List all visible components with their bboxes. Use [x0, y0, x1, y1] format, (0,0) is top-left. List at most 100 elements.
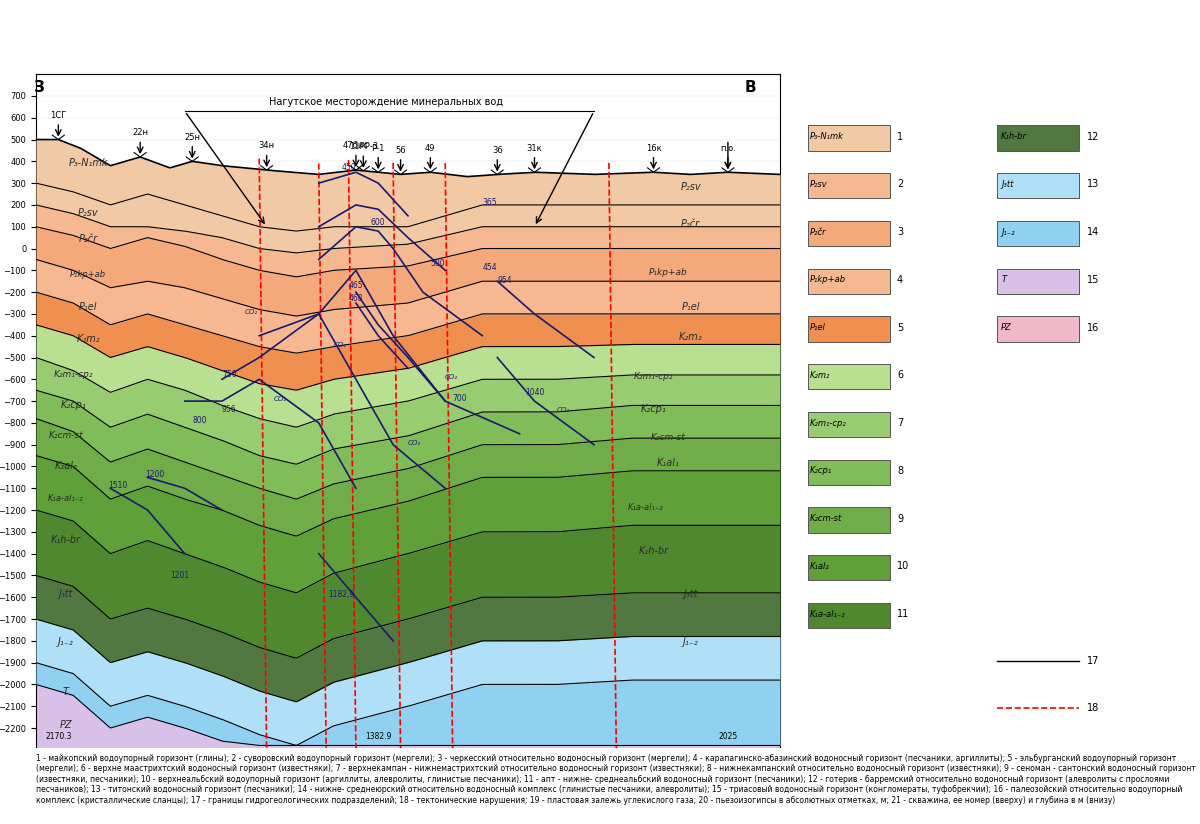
FancyBboxPatch shape [808, 508, 889, 532]
Text: 2170.3: 2170.3 [46, 732, 72, 741]
Text: P₂sv: P₂sv [680, 181, 701, 192]
Text: 4: 4 [898, 275, 904, 285]
Text: 1: 1 [898, 132, 904, 142]
Text: K₁a-al₁₋₂: K₁a-al₁₋₂ [810, 610, 845, 619]
FancyBboxPatch shape [997, 743, 1079, 769]
Text: P₁el: P₁el [79, 302, 97, 311]
FancyBboxPatch shape [997, 316, 1079, 342]
FancyBboxPatch shape [997, 221, 1079, 246]
Text: 750: 750 [222, 370, 236, 379]
Text: K₂m₂: K₂m₂ [77, 335, 100, 344]
Text: J₁₋₂: J₁₋₂ [1001, 227, 1015, 236]
Text: 465: 465 [349, 281, 364, 290]
FancyBboxPatch shape [808, 412, 889, 438]
Text: CO₂: CO₂ [408, 440, 421, 446]
Text: P₁kp+ab: P₁kp+ab [649, 268, 688, 277]
Text: J₃tt: J₃tt [59, 589, 73, 599]
Text: K₂cp₁: K₂cp₁ [810, 466, 832, 475]
Text: CO₂: CO₂ [445, 374, 458, 381]
Text: K₂m₁-cp₂: K₂m₁-cp₂ [634, 372, 673, 382]
Text: 11: 11 [898, 609, 910, 619]
Text: 9: 9 [898, 513, 904, 523]
Text: 1СГ: 1СГ [50, 111, 66, 120]
Text: CO₂: CO₂ [557, 407, 570, 413]
Text: 56: 56 [395, 146, 406, 155]
Text: K₂m₁-cp₂: K₂m₁-cp₂ [810, 419, 846, 428]
Text: K₂cm-st: K₂cm-st [810, 514, 842, 523]
Text: K₂cm-st: K₂cm-st [48, 431, 83, 440]
FancyBboxPatch shape [808, 173, 889, 199]
Text: 19: 19 [1087, 751, 1099, 761]
Text: 12: 12 [1087, 132, 1099, 142]
Text: 36: 36 [492, 146, 503, 155]
Text: K₂cm-st: K₂cm-st [652, 433, 685, 442]
Text: CO₂: CO₂ [245, 309, 258, 315]
FancyBboxPatch shape [808, 125, 889, 151]
Text: 34н: 34н [258, 142, 275, 151]
Text: P₁kp+ab: P₁kp+ab [70, 270, 106, 279]
Text: 49: 49 [425, 143, 436, 152]
Text: 15: 15 [1087, 275, 1099, 285]
Text: J₁₋₂: J₁₋₂ [683, 637, 698, 647]
Text: ·co₂: ·co₂ [1008, 799, 1022, 808]
Text: 1201: 1201 [170, 571, 190, 579]
Text: K₁al₂: K₁al₂ [54, 461, 77, 471]
FancyBboxPatch shape [808, 364, 889, 390]
Text: 600: 600 [371, 218, 385, 227]
Text: P₁el: P₁el [810, 323, 826, 332]
Text: 1 - майкопский водоупорный горизонт (глины); 2 - суворовский водоупорный горизон: 1 - майкопский водоупорный горизонт (гли… [36, 754, 1196, 804]
Text: P₂sv: P₂sv [78, 208, 98, 218]
Text: Р-1: Р-1 [372, 143, 385, 152]
Text: P₁el: P₁el [682, 302, 700, 311]
Text: 16к: 16к [646, 143, 661, 152]
FancyBboxPatch shape [997, 125, 1079, 151]
Text: 8: 8 [898, 466, 904, 476]
FancyBboxPatch shape [997, 173, 1079, 199]
Text: P₂čr: P₂čr [682, 218, 701, 229]
Text: 20: 20 [1087, 798, 1099, 809]
Text: З: З [35, 80, 46, 95]
Text: Рисунок 2.2 - Гидрогеологический разрез по линии I - I Нагутского месторождения : Рисунок 2.2 - Гидрогеологический разрез … [283, 794, 917, 807]
Text: 5: 5 [898, 323, 904, 333]
Text: 2025: 2025 [719, 732, 738, 741]
Text: 47бис: 47бис [343, 142, 368, 151]
FancyBboxPatch shape [808, 555, 889, 580]
Text: P₂sv: P₂sv [810, 180, 827, 189]
Text: P₃-N₁mk: P₃-N₁mk [810, 132, 844, 141]
Text: CO₂: CO₂ [334, 342, 347, 348]
Text: 16: 16 [1087, 323, 1099, 333]
FancyBboxPatch shape [808, 603, 889, 628]
Text: 18: 18 [1087, 703, 1099, 714]
Text: 11РР-3: 11РР-3 [349, 143, 378, 151]
Text: 1382.9: 1382.9 [365, 732, 391, 741]
Text: K₁al₁: K₁al₁ [656, 458, 680, 469]
Text: 3: 3 [898, 227, 904, 237]
Text: P₂čr: P₂čr [78, 234, 97, 244]
FancyBboxPatch shape [808, 316, 889, 342]
Text: K₂m₂: K₂m₂ [810, 371, 830, 380]
Text: 13: 13 [1087, 180, 1099, 190]
FancyBboxPatch shape [808, 269, 889, 294]
Text: 1040: 1040 [524, 387, 544, 396]
Text: В: В [744, 80, 756, 95]
Text: J₃tt: J₃tt [684, 589, 698, 599]
Text: 954: 954 [498, 276, 512, 285]
Text: 6: 6 [898, 371, 904, 381]
Text: 25н: 25н [185, 133, 200, 142]
Text: 17: 17 [1087, 656, 1099, 666]
Text: 1182,9: 1182,9 [328, 590, 354, 599]
Text: 1510: 1510 [108, 481, 127, 490]
Text: P₁kp+ab: P₁kp+ab [810, 275, 846, 284]
Text: K₁h-br: K₁h-br [50, 535, 80, 545]
Text: K₁al₂: K₁al₂ [810, 562, 829, 571]
Text: PZ: PZ [1001, 323, 1012, 332]
Text: 468: 468 [349, 294, 364, 303]
Text: K₂cp₁: K₂cp₁ [641, 404, 666, 414]
Text: P₂čr: P₂čr [810, 227, 826, 236]
Text: 956: 956 [222, 405, 236, 414]
Text: 800: 800 [192, 416, 206, 425]
Text: K₂m₁-cp₂: K₂m₁-cp₂ [54, 370, 92, 379]
Text: T: T [1001, 275, 1007, 284]
Text: PZ: PZ [60, 720, 72, 730]
FancyBboxPatch shape [808, 460, 889, 485]
